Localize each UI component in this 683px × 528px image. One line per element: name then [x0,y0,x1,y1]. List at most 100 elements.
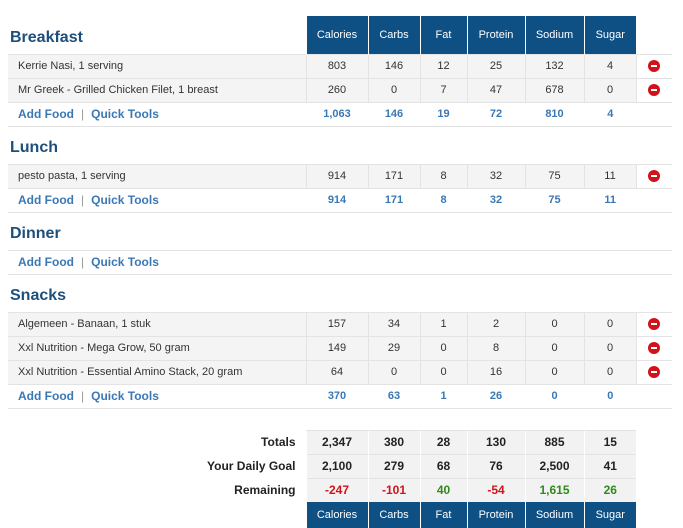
delete-icon[interactable] [648,60,661,73]
meal-total-protein: 26 [466,383,525,409]
footer-header-protein: Protein [466,502,525,528]
food-sugar: 0 [583,335,636,360]
add-food-link-snacks[interactable]: Add Food [18,389,74,403]
food-name: Kerrie Nasi, 1 serving [8,53,306,78]
food-row: Mr Greek - Grilled Chicken Filet, 1 brea… [8,77,672,102]
meal-total-sodium: 810 [524,101,584,127]
link-separator: | [80,107,85,121]
footer-header-calories: Calories [305,502,368,528]
meal-total-sugar: 4 [583,101,636,127]
food-protein: 25 [466,53,525,78]
food-carbs: 0 [367,77,420,102]
goal-calories: 2,100 [305,453,368,478]
food-sodium: 0 [524,359,584,384]
meal-title-snacks: Snacks [10,286,67,304]
meal-total-carbs: 146 [367,101,420,127]
food-fat: 0 [419,359,467,384]
remaining-fat: 40 [419,477,467,502]
food-sodium: 0 [524,311,584,336]
delete-icon[interactable] [648,170,661,183]
food-sodium: 678 [524,77,584,102]
add-food-link-dinner[interactable]: Add Food [18,255,74,269]
food-calories: 803 [305,53,368,78]
food-name: Xxl Nutrition - Essential Amino Stack, 2… [8,359,306,384]
link-separator: | [80,389,85,403]
food-name: Mr Greek - Grilled Chicken Filet, 1 brea… [8,77,306,102]
column-header-protein: Protein [466,16,525,54]
food-diary-table: Breakfast Calories Carbs Fat Protein Sod… [8,16,672,528]
add-food-link-lunch[interactable]: Add Food [18,193,74,207]
delete-icon[interactable] [648,318,661,331]
add-food-link-breakfast[interactable]: Add Food [18,107,74,121]
meal-total-calories: 370 [305,383,368,409]
meal-total-sodium: 0 [524,383,584,409]
meal-total-calories: 914 [305,187,368,213]
food-sugar: 11 [583,163,636,188]
meal-total-carbs: 63 [367,383,420,409]
meal-total-carbs: 171 [367,187,420,213]
food-sugar: 0 [583,311,636,336]
remaining-carbs: -101 [367,477,420,502]
food-calories: 157 [305,311,368,336]
food-calories: 149 [305,335,368,360]
food-calories: 64 [305,359,368,384]
meal-total-sugar: 11 [583,187,636,213]
quick-tools-link-dinner[interactable]: Quick Tools [91,255,159,269]
goal-sodium: 2,500 [524,453,584,478]
column-header-sodium: Sodium [524,16,584,54]
food-fat: 0 [419,335,467,360]
meal-total-row-lunch: Add Food | Quick Tools 914 171 8 32 75 11 [8,187,672,213]
link-separator: | [80,255,85,269]
goal-sugar: 41 [583,453,636,478]
food-calories: 260 [305,77,368,102]
food-carbs: 34 [367,311,420,336]
delete-icon[interactable] [648,342,661,355]
column-header-carbs: Carbs [367,16,420,54]
meal-total-row-breakfast: Add Food | Quick Tools 1,063 146 19 72 810… [8,101,672,127]
footer-header-carbs: Carbs [367,502,420,528]
meal-total-protein: 32 [466,187,525,213]
food-sugar: 4 [583,53,636,78]
food-row: Xxl Nutrition - Essential Amino Stack, 2… [8,359,672,384]
meal-total-sodium: 75 [524,187,584,213]
remaining-calories: -247 [305,477,368,502]
food-protein: 8 [466,335,525,360]
remaining-sugar: 26 [583,477,636,502]
column-header-sugar: Sugar [583,16,636,54]
meal-total-fat: 8 [419,187,467,213]
food-name: pesto pasta, 1 serving [8,163,306,188]
food-sodium: 0 [524,335,584,360]
meal-total-row-dinner: Add Food | Quick Tools [8,249,672,275]
food-sugar: 0 [583,359,636,384]
remaining-protein: -54 [466,477,525,502]
food-name: Algemeen - Banaan, 1 stuk [8,311,306,336]
footer-header-sugar: Sugar [583,502,636,528]
quick-tools-link-snacks[interactable]: Quick Tools [91,389,159,403]
totals-label: Totals [261,435,296,449]
remaining-label: Remaining [234,483,296,497]
totals-carbs: 380 [367,429,420,454]
daily-goal-row: Your Daily Goal 2,100 279 68 76 2,500 41 [8,453,672,478]
food-carbs: 171 [367,163,420,188]
totals-calories: 2,347 [305,429,368,454]
goal-carbs: 279 [367,453,420,478]
food-fat: 1 [419,311,467,336]
quick-tools-link-lunch[interactable]: Quick Tools [91,193,159,207]
column-header-calories: Calories [305,16,368,54]
delete-icon[interactable] [648,84,661,97]
totals-fat: 28 [419,429,467,454]
quick-tools-link-breakfast[interactable]: Quick Tools [91,107,159,121]
delete-icon[interactable] [648,366,661,379]
food-protein: 2 [466,311,525,336]
footer-header-fat: Fat [419,502,467,528]
food-calories: 914 [305,163,368,188]
food-carbs: 29 [367,335,420,360]
food-protein: 32 [466,163,525,188]
food-row: Xxl Nutrition - Mega Grow, 50 gram 149 2… [8,335,672,360]
food-sugar: 0 [583,77,636,102]
goal-protein: 76 [466,453,525,478]
food-row: Kerrie Nasi, 1 serving 803 146 12 25 132… [8,53,672,78]
remaining-sodium: 1,615 [524,477,584,502]
meal-title-dinner: Dinner [10,224,61,242]
meal-total-row-snacks: Add Food | Quick Tools 370 63 1 26 0 0 [8,383,672,409]
